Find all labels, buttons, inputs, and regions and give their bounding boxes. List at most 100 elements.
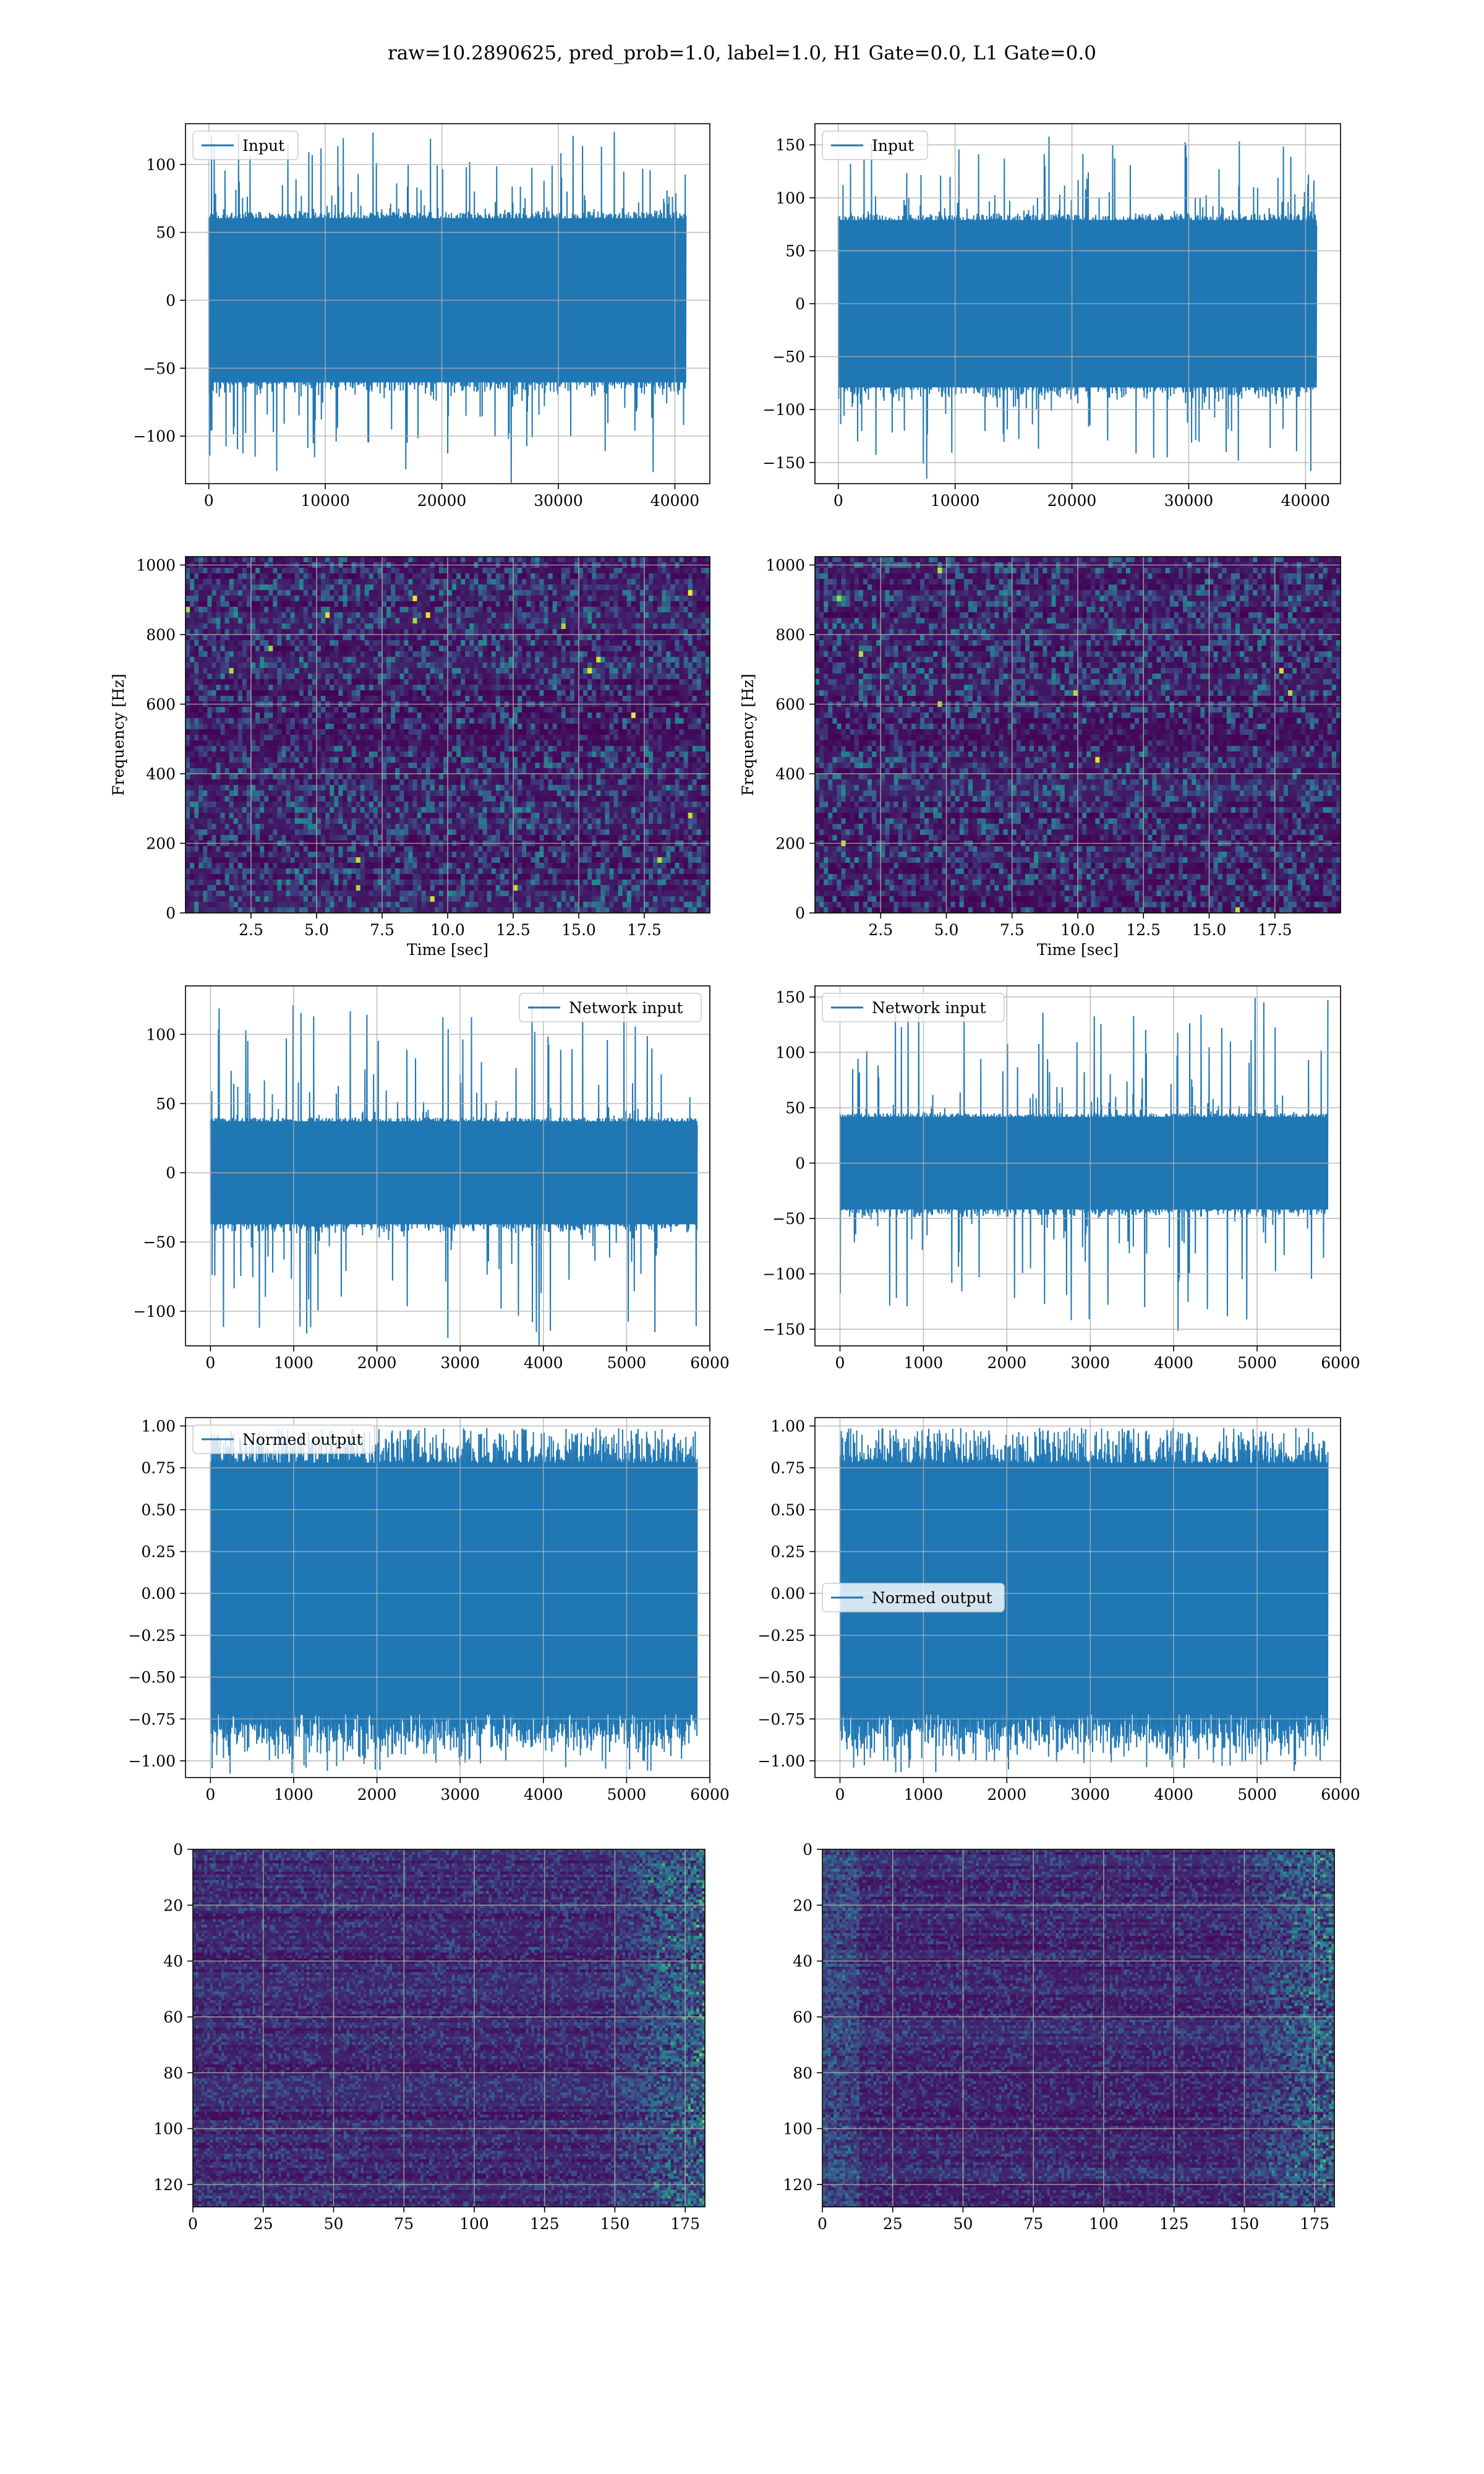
y-tick-label: −0.25 <box>128 1627 176 1645</box>
x-tick-label: 175 <box>670 2215 700 2233</box>
y-tick-label: 400 <box>146 765 176 783</box>
x-tick-label: 2000 <box>987 1786 1027 1804</box>
x-tick-label: 100 <box>1089 2215 1119 2233</box>
y-tick-label: 1000 <box>765 557 805 575</box>
y-tick-label: 50 <box>156 224 176 242</box>
y-tick-label: −0.50 <box>128 1669 176 1687</box>
x-tick-label: 1000 <box>274 1354 313 1372</box>
y-tick-label: −0.75 <box>757 1710 805 1728</box>
y-tick-label: 0 <box>795 1155 805 1173</box>
x-tick-label: 7.5 <box>370 921 394 939</box>
y-tick-label: 600 <box>146 696 176 714</box>
y-tick-label: 40 <box>163 1953 183 1971</box>
x-tick-label: 0 <box>204 492 214 510</box>
x-tick-label: 5000 <box>607 1354 647 1372</box>
x-tick-label: 10000 <box>931 492 980 510</box>
x-tick-label: 10.0 <box>1060 921 1095 939</box>
y-tick-label: 0.25 <box>770 1543 805 1561</box>
legend: Input <box>193 131 298 160</box>
y-tick-label: 400 <box>775 765 805 783</box>
x-tick-label: 30000 <box>1164 492 1214 510</box>
y-tick-label: 1.00 <box>141 1418 176 1436</box>
x-tick-label: 75 <box>394 2215 414 2233</box>
x-tick-label: 75 <box>1023 2215 1043 2233</box>
y-tick-label: 0 <box>803 1841 812 1859</box>
y-tick-label: 0 <box>173 1841 183 1859</box>
x-tick-label: 40000 <box>650 492 700 510</box>
x-tick-label: 6000 <box>1321 1354 1360 1372</box>
y-tick-label: 0 <box>166 1164 176 1182</box>
y-tick-label: 80 <box>163 2064 183 2082</box>
y-tick-label: 40 <box>793 1953 812 1971</box>
y-tick-label: −0.75 <box>128 1710 176 1728</box>
legend: Normed output <box>822 1583 1004 1612</box>
y-tick-label: 100 <box>783 2120 812 2138</box>
x-tick-label: 17.5 <box>1258 921 1292 939</box>
x-tick-label: 50 <box>324 2215 344 2233</box>
x-axis-label: Time [sec] <box>407 941 488 959</box>
y-tick-label: 120 <box>153 2176 183 2194</box>
x-tick-label: 20000 <box>1047 492 1097 510</box>
y-tick-label: 600 <box>775 696 805 714</box>
y-tick-label: 100 <box>153 2120 183 2138</box>
y-tick-label: 0 <box>166 292 176 310</box>
x-tick-label: 125 <box>1159 2215 1189 2233</box>
x-tick-label: 0 <box>205 1354 215 1372</box>
legend-label: Normed output <box>242 1431 363 1449</box>
y-tick-label: −100 <box>762 401 805 419</box>
y-tick-label: 1.00 <box>770 1418 805 1436</box>
x-tick-label: 2000 <box>357 1354 397 1372</box>
heatmap-cells <box>822 1849 1335 2207</box>
x-tick-label: 2.5 <box>868 921 893 939</box>
x-tick-label: 5000 <box>1237 1786 1277 1804</box>
x-tick-label: 0 <box>205 1786 215 1804</box>
y-tick-label: 0.00 <box>141 1585 176 1603</box>
y-tick-label: 0.50 <box>141 1501 176 1519</box>
x-tick-label: 175 <box>1300 2215 1329 2233</box>
x-tick-label: 25 <box>883 2215 903 2233</box>
y-tick-label: 50 <box>156 1095 176 1113</box>
y-tick-label: 200 <box>146 835 176 853</box>
x-tick-label: 6000 <box>1321 1786 1360 1804</box>
y-tick-label: −100 <box>133 1303 176 1320</box>
x-tick-label: 40000 <box>1281 492 1331 510</box>
x-tick-label: 12.5 <box>496 921 531 939</box>
y-tick-label: −50 <box>772 348 805 366</box>
x-tick-label: 0 <box>835 1786 845 1804</box>
x-tick-label: 3000 <box>1070 1786 1110 1804</box>
x-tick-label: 10000 <box>301 492 350 510</box>
x-tick-label: 3000 <box>1070 1354 1110 1372</box>
x-tick-label: 30000 <box>534 492 583 510</box>
panel-spectrogram-l1: 2.5 5.0 7.5 10.0 12.5 15.0 17.5020040060080010… <box>739 557 1341 959</box>
x-tick-label: 150 <box>600 2215 630 2233</box>
y-tick-label: −0.25 <box>757 1627 805 1645</box>
y-tick-label: 20 <box>793 1896 812 1914</box>
x-tick-label: 15.0 <box>1192 921 1227 939</box>
x-tick-label: 3000 <box>440 1354 480 1372</box>
x-tick-label: 2000 <box>987 1354 1027 1372</box>
y-tick-label: 0 <box>795 295 805 313</box>
y-tick-label: −150 <box>762 1320 805 1338</box>
x-tick-label: 0 <box>834 492 843 510</box>
y-tick-label: 0.00 <box>770 1585 805 1603</box>
x-tick-label: 4000 <box>1154 1786 1193 1804</box>
y-tick-label: 60 <box>793 2008 812 2026</box>
y-tick-label: −1.00 <box>128 1752 176 1770</box>
legend-label: Normed output <box>872 1589 992 1607</box>
panel-normed-output-h1: 0 1000 2000 3000 4000 5000 6000−1.00−0.75−0.50… <box>128 1418 729 1804</box>
y-tick-label: 20 <box>163 1896 183 1914</box>
y-tick-label: 800 <box>146 626 176 644</box>
panel-spectrogram-h1: 2.5 5.0 7.5 10.0 12.5 15.0 17.5020040060080010… <box>109 557 710 959</box>
x-tick-label: 6000 <box>690 1354 730 1372</box>
y-tick-label: 0.75 <box>141 1459 176 1477</box>
legend: Network input <box>519 993 701 1022</box>
y-axis-label: Frequency [Hz] <box>109 674 127 796</box>
y-tick-label: 120 <box>783 2176 812 2194</box>
y-tick-label: 0.75 <box>770 1459 805 1477</box>
legend-label: Input <box>872 137 914 155</box>
x-tick-label: 15.0 <box>561 921 596 939</box>
y-tick-label: 100 <box>146 1025 176 1043</box>
